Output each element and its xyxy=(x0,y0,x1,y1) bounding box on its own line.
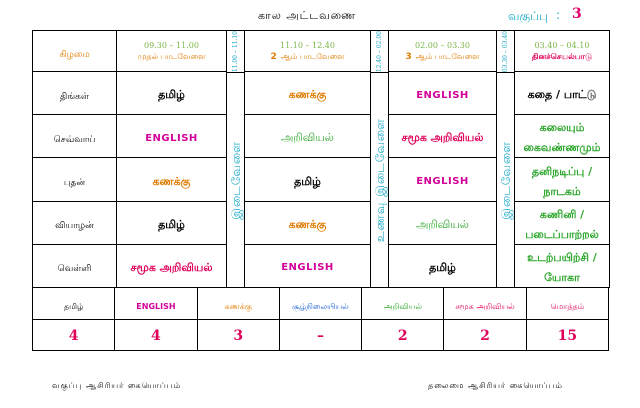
period-header-4: 03.40 – 04.10 தினச்செயல்பாடு xyxy=(514,29,610,73)
summary-label: கணக்கு xyxy=(224,301,252,311)
period-2-label: 2 ஆம் பாடவேளை xyxy=(246,51,370,62)
period-3-time: 02.00 – 03.30 xyxy=(415,40,470,50)
period-header-3: 02.00 – 03.30 3 ஆம் பாடவேளை xyxy=(388,29,497,73)
subject-cell: ENGLISH xyxy=(281,262,334,274)
break-2-label: உணவு இடைவேளை xyxy=(372,117,387,243)
summary-values-row: 4 4 3 – 2 2 15 xyxy=(31,318,610,351)
summary-value: 2 xyxy=(397,328,408,345)
summary-label-total: மொத்தம் xyxy=(550,301,585,311)
summary-label: சமூக அறிவியல் xyxy=(455,301,515,311)
period-header-1: 09.30 – 11.00 முதல் பாடவேளை xyxy=(116,29,227,73)
period-3-num: 3 xyxy=(405,51,412,62)
break-1-time: 11.00 – 11.10 xyxy=(232,30,239,73)
summary-value: 2 xyxy=(480,328,490,345)
subject-cell: தமிழ் xyxy=(429,260,456,274)
subject-cell: கணக்கு xyxy=(288,88,327,102)
break-3-time: 03.30 – 03.40 xyxy=(502,30,509,73)
subject-cell: அறிவியல் xyxy=(416,217,469,231)
activity-cell: கதை / பாட்டு xyxy=(527,88,597,102)
period-2-name: ஆம் பாடவேளை xyxy=(280,51,345,61)
subject-cell: ENGLISH xyxy=(416,176,469,188)
subject-cell: அறிவியல் xyxy=(281,131,334,145)
period-1-time: 09.30 – 11.00 xyxy=(144,40,199,50)
day-name: வியாழன் xyxy=(55,221,94,232)
day-row-tuesday: செவ்வாய் ENGLISH அறிவியல் சமூக அறிவியல் … xyxy=(32,114,610,159)
period-1-name: முதல் பாடவேளை xyxy=(137,51,206,61)
activity-cell: கணினி / படைப்பாற்றல் xyxy=(525,207,599,241)
break-1-label: இடைவேளை xyxy=(228,140,243,220)
summary-value-total: 15 xyxy=(557,328,578,345)
period-header-2: 11.10 – 12.40 2 ஆம் பாடவேளை xyxy=(244,29,371,73)
class-colon: : xyxy=(556,8,561,22)
day-name: திங்கள் xyxy=(59,91,90,102)
subject-cell: ENGLISH xyxy=(145,132,198,144)
subject-cell: தமிழ் xyxy=(294,174,321,188)
class-label: வகுப்பு xyxy=(508,9,548,23)
activity-cell: தனிநடிப்பு / நாடகம் xyxy=(531,164,593,198)
day-row-friday: வெள்ளி சமூக அறிவியல் ENGLISH தமிழ் உடற்ப… xyxy=(32,243,610,289)
day-name: செவ்வாய் xyxy=(53,134,96,145)
period-2-num: 2 xyxy=(270,51,277,62)
summary-label: தமிழ் xyxy=(63,301,84,311)
day-row-monday: திங்கள் தமிழ் கணக்கு ENGLISH கதை / பாட்ட… xyxy=(32,71,610,116)
summary-label: சூழ்நிலையியல் xyxy=(292,301,349,311)
day-row-wednesday: புதன் கணக்கு தமிழ் ENGLISH தனிநடிப்பு / … xyxy=(32,157,610,202)
day-header-label: கிழமை xyxy=(59,49,90,60)
day-header: கிழமை xyxy=(32,29,117,73)
break-2-time: 12.40 – 02.00 xyxy=(376,30,383,73)
period-2-time: 11.10 – 12.40 xyxy=(280,40,335,50)
summary-value: 4 xyxy=(68,328,79,345)
break-3: 03.30 – 03.40 இடைவேளை xyxy=(496,30,515,288)
subject-cell: சமூக அறிவியல் xyxy=(401,131,484,145)
page-title: கால அட்டவணை xyxy=(258,9,357,22)
period-3-name: ஆம் பாடவேளை xyxy=(415,51,480,61)
period-4-name: தினச்செயல்பாடு xyxy=(531,51,593,61)
class-number: 3 xyxy=(572,6,582,22)
subject-cell: கணக்கு xyxy=(152,174,191,188)
class-teacher-signature: வகுப்பு ஆசிரியர் கையொப்பம் xyxy=(52,381,182,390)
summary-label: ENGLISH xyxy=(136,301,176,311)
summary-label: அறிவியல் xyxy=(383,301,422,311)
subject-cell: தமிழ் xyxy=(158,217,185,231)
timetable-header-row: கிழமை 09.30 – 11.00 முதல் பாடவேளை 11.00 … xyxy=(32,29,610,288)
break-3-label: இடைவேளை xyxy=(498,140,513,220)
activity-cell: கலையும் கைவண்ணமும் xyxy=(523,121,601,155)
day-row-thursday: வியாழன் தமிழ் கணக்கு அறிவியல் கணினி / பட… xyxy=(32,200,610,245)
activity-cell: உடற்பயிற்சி / யோகா xyxy=(527,250,597,284)
period-4-time: 03.40 – 04.10 xyxy=(534,40,590,50)
subject-cell: கணக்கு xyxy=(288,217,327,231)
summary-value: – xyxy=(316,328,324,345)
summary-value: 3 xyxy=(233,328,244,345)
day-name: வெள்ளி xyxy=(57,264,92,275)
summary-table: தமிழ் ENGLISH கணக்கு சூழ்நிலையியல் அறிவி… xyxy=(31,287,610,351)
timetable: கிழமை 09.30 – 11.00 முதல் பாடவேளை 11.00 … xyxy=(32,29,610,289)
break-1: 11.00 – 11.10 இடைவேளை xyxy=(226,30,245,288)
subject-cell: தமிழ் xyxy=(158,88,185,102)
summary-labels-row: தமிழ் ENGLISH கணக்கு சூழ்நிலையியல் அறிவி… xyxy=(31,287,610,320)
day-name: புதன் xyxy=(63,178,86,189)
break-2: 12.40 – 02.00 உணவு இடைவேளை xyxy=(370,30,389,288)
period-3-label: 3 ஆம் பாடவேளை xyxy=(390,51,496,62)
subject-cell: சமூக அறிவியல் xyxy=(130,260,213,274)
summary-value: 4 xyxy=(151,328,161,345)
subject-cell: ENGLISH xyxy=(416,89,469,101)
head-teacher-signature: தலைமை ஆசிரியர் கையொப்பம் xyxy=(428,381,563,390)
